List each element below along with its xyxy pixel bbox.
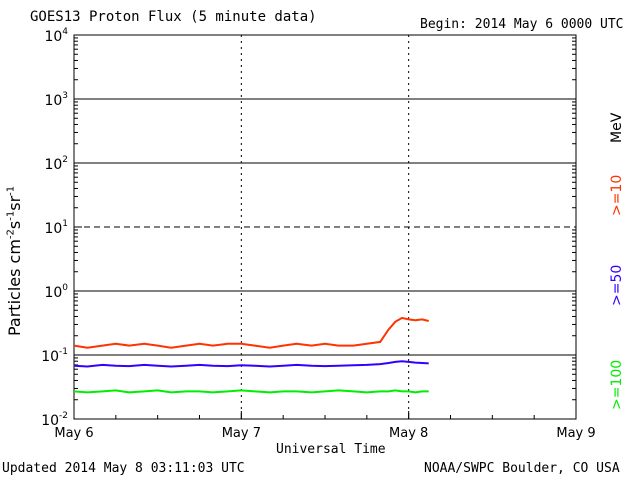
y-tick-label: 103 bbox=[44, 91, 68, 109]
legend-unit: MeV bbox=[609, 112, 625, 143]
series-line bbox=[73, 316, 429, 349]
legend-item-100mev: >=100 bbox=[609, 359, 625, 410]
series-line bbox=[73, 389, 429, 394]
x-tick-label: May 9 bbox=[556, 426, 595, 441]
begin-date: Begin: 2014 May 6 0000 UTC bbox=[420, 17, 624, 32]
x-tick-label: May 8 bbox=[389, 426, 428, 441]
legend-item-50mev: >=50 bbox=[609, 264, 625, 306]
x-tick-label: May 7 bbox=[222, 426, 261, 441]
source-credit: NOAA/SWPC Boulder, CO USA bbox=[424, 461, 620, 476]
y-axis-label: Particles cm-2s-1sr-1 bbox=[5, 185, 24, 336]
chart-title: GOES13 Proton Flux (5 minute data) bbox=[30, 9, 317, 25]
y-tick-label: 102 bbox=[44, 155, 68, 173]
x-axis-label: Universal Time bbox=[276, 442, 386, 457]
y-tick-label: 10-1 bbox=[41, 347, 68, 365]
y-tick-label: 100 bbox=[44, 283, 68, 301]
updated-timestamp: Updated 2014 May 8 03:11:03 UTC bbox=[2, 461, 245, 476]
y-tick-label: 101 bbox=[44, 219, 68, 237]
legend-item-10mev: >=10 bbox=[609, 174, 625, 216]
x-tick-label: May 6 bbox=[54, 426, 93, 441]
y-tick-label: 104 bbox=[44, 27, 68, 45]
y-tick-label: 10-2 bbox=[41, 411, 68, 429]
series-line bbox=[73, 360, 429, 368]
